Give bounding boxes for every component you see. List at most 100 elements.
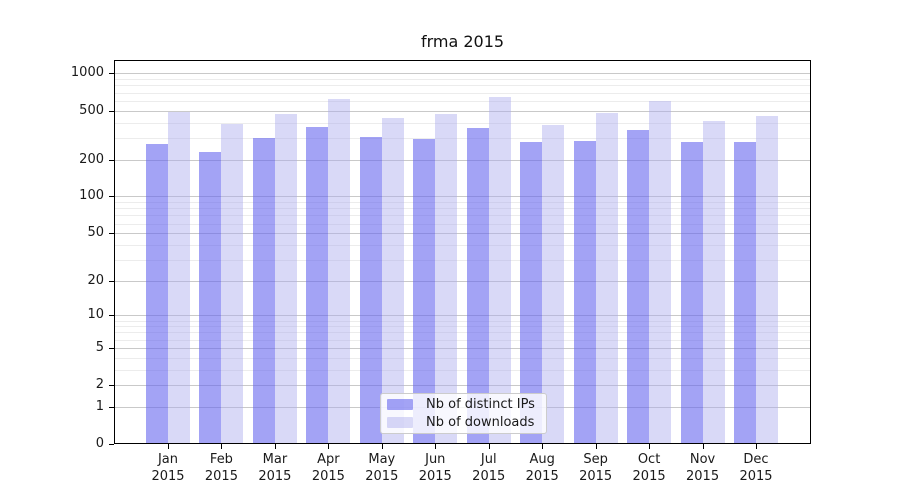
x-axis-tick [221, 444, 223, 449]
x-axis-tick-label: Nov 2015 [663, 451, 743, 485]
y-axis-tick-label: 500 [79, 102, 104, 118]
y-axis-tick [109, 347, 114, 349]
y-axis-tick [109, 159, 114, 161]
y-minor-gridline [114, 223, 811, 225]
y-major-gridline [114, 73, 811, 75]
y-major-gridline [114, 196, 811, 198]
x-tick-year: 2015 [204, 469, 238, 484]
y-minor-gridline [114, 244, 811, 246]
bar-downloads-aug [542, 124, 565, 444]
y-minor-gridline [114, 92, 811, 94]
bar-distinct-ips-feb [199, 151, 222, 444]
x-tick-month: Mar [262, 452, 288, 467]
bar-downloads-sep [595, 112, 618, 444]
y-axis-tick-label: 5 [95, 339, 104, 355]
x-tick-year: 2015 [739, 469, 773, 484]
y-minor-gridline [114, 369, 811, 371]
x-tick-year: 2015 [151, 469, 185, 484]
y-axis-tick [109, 233, 114, 235]
legend-item-distinct-ips: Nb of distinct IPs [387, 396, 540, 413]
x-tick-year: 2015 [579, 469, 613, 484]
y-major-gridline [114, 385, 811, 387]
x-axis-tick-label: Jan 2015 [128, 451, 208, 485]
y-minor-gridline [114, 202, 811, 204]
bar-downloads-jun [435, 114, 458, 444]
y-axis-tick-label: 1000 [70, 65, 104, 81]
y-minor-gridline [114, 320, 811, 322]
legend-swatch-downloads [387, 416, 413, 428]
y-major-gridline [114, 280, 811, 282]
x-axis-tick [702, 444, 704, 449]
y-minor-gridline [114, 326, 811, 328]
y-minor-gridline [114, 85, 811, 87]
chart-title: frma 2015 [420, 32, 505, 51]
y-axis-tick [109, 73, 114, 75]
x-tick-month: May [368, 452, 396, 467]
y-axis-tick [109, 406, 114, 408]
x-axis-tick [328, 444, 330, 449]
x-tick-month: Aug [529, 452, 555, 467]
x-axis-tick [756, 444, 757, 449]
bar-downloads-jul [488, 97, 511, 444]
y-axis-tick-label: 50 [87, 225, 104, 241]
y-major-gridline [114, 233, 811, 235]
x-tick-year: 2015 [632, 469, 666, 484]
y-major-gridline [114, 315, 811, 317]
bar-downloads-may [381, 117, 404, 444]
bar-distinct-ips-may [359, 137, 382, 444]
legend-label-downloads: Nb of downloads [426, 414, 535, 430]
y-axis-tick-label: 10 [87, 307, 104, 323]
x-tick-month: Jul [480, 452, 497, 467]
bar-distinct-ips-nov [680, 142, 703, 444]
plot-frame [114, 60, 811, 444]
x-tick-year: 2015 [686, 469, 720, 484]
bar-distinct-ips-oct [627, 129, 650, 444]
y-axis-tick [109, 280, 114, 282]
x-tick-month: Jan [157, 452, 179, 467]
y-minor-gridline [114, 122, 811, 124]
bar-downloads-feb [221, 123, 244, 444]
y-minor-gridline [114, 208, 811, 210]
x-tick-month: Apr [317, 452, 340, 467]
x-axis-tick-label: Aug 2015 [502, 451, 582, 485]
y-major-gridline [114, 110, 811, 112]
bar-downloads-nov [702, 121, 725, 444]
bar-distinct-ips-aug [520, 142, 543, 444]
legend-item-downloads: Nb of downloads [387, 414, 540, 431]
bar-downloads-mar [274, 114, 297, 444]
x-tick-month: Nov [689, 452, 716, 467]
y-axis-tick-label: 200 [79, 151, 104, 167]
bar-distinct-ips-dec [734, 141, 756, 444]
x-tick-year: 2015 [525, 469, 559, 484]
bar-distinct-ips-jun [413, 138, 436, 444]
y-major-gridline [114, 347, 811, 349]
bar-distinct-ips-jan [146, 143, 168, 444]
x-axis-tick [488, 444, 490, 449]
x-axis-tick-label: Jun 2015 [395, 451, 475, 485]
x-axis-tick [435, 444, 437, 449]
x-axis-tick [595, 444, 597, 449]
y-minor-gridline [114, 357, 811, 359]
x-axis-tick [649, 444, 651, 449]
y-minor-gridline [114, 137, 811, 139]
x-tick-year: 2015 [311, 469, 345, 484]
legend-swatch-distinct-ips [387, 399, 413, 411]
x-axis-tick-label: Dec 2015 [716, 451, 796, 485]
y-minor-gridline [114, 79, 811, 81]
x-tick-month: Dec [743, 452, 769, 467]
x-axis-tick [168, 444, 169, 449]
x-axis-tick-label: Oct 2015 [609, 451, 689, 485]
x-tick-year: 2015 [472, 469, 506, 484]
y-axis-tick-label: 20 [87, 272, 104, 288]
x-tick-year: 2015 [418, 469, 452, 484]
y-axis-tick-label: 100 [79, 188, 104, 204]
x-tick-month: Sep [583, 452, 608, 467]
y-minor-gridline [114, 259, 811, 261]
x-tick-year: 2015 [258, 469, 292, 484]
y-major-gridline [114, 159, 811, 161]
x-tick-year: 2015 [365, 469, 399, 484]
y-axis-tick [109, 385, 114, 387]
x-tick-month: Oct [637, 452, 661, 467]
y-axis-tick [109, 196, 114, 198]
